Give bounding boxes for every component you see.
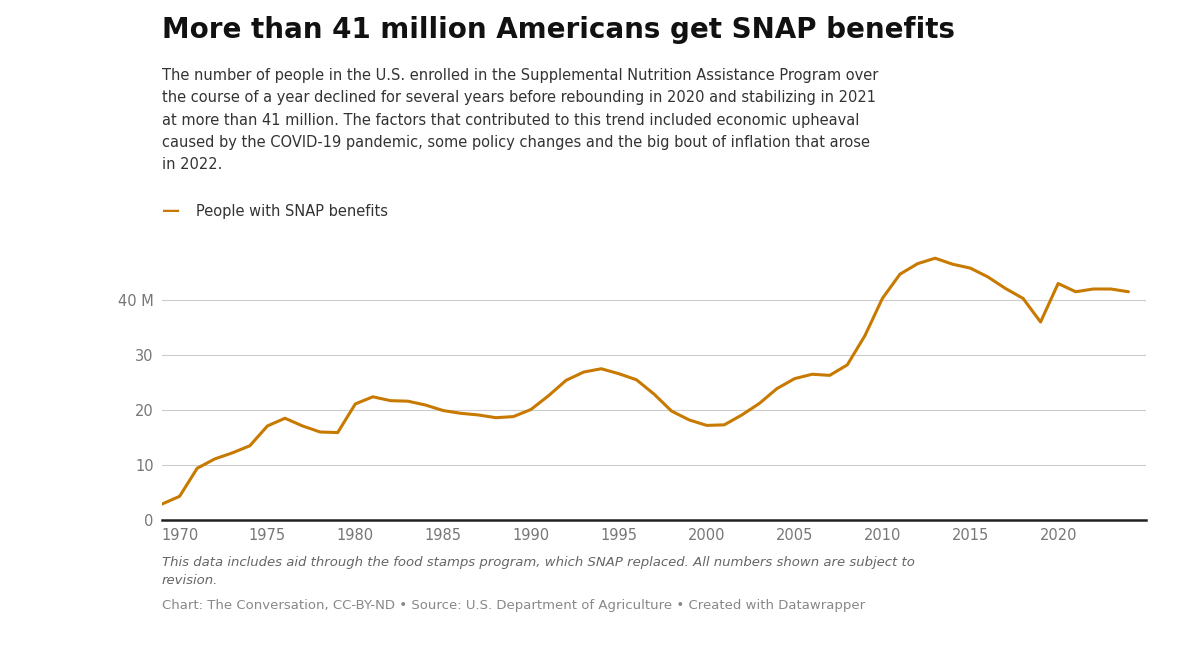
Text: The number of people in the U.S. enrolled in the Supplemental Nutrition Assistan: The number of people in the U.S. enrolle… [162,68,878,172]
Text: More than 41 million Americans get SNAP benefits: More than 41 million Americans get SNAP … [162,16,955,44]
Text: —: — [162,202,180,220]
Text: Chart: The Conversation, CC-BY-ND • Source: U.S. Department of Agriculture • Cre: Chart: The Conversation, CC-BY-ND • Sour… [162,599,865,612]
Text: This data includes aid through the food stamps program, which SNAP replaced. All: This data includes aid through the food … [162,556,914,587]
Text: People with SNAP benefits: People with SNAP benefits [196,203,388,219]
